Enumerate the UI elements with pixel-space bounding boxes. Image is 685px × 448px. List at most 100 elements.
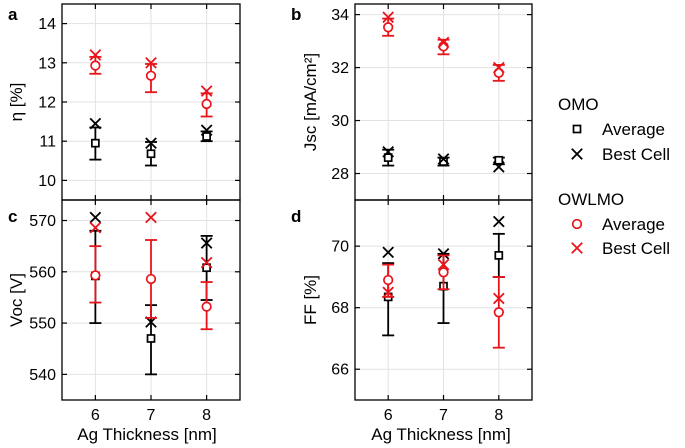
y-axis-title: Voc [V] xyxy=(7,273,26,327)
y-tick-label: 570 xyxy=(29,213,56,230)
legend-marker-x xyxy=(571,242,583,254)
x-marker-stroke xyxy=(492,292,505,305)
data-point xyxy=(145,211,157,224)
legend-marker-circle xyxy=(571,218,583,230)
panel-label: b xyxy=(291,5,301,24)
series-owlmo-best-cell xyxy=(89,211,213,269)
data-point xyxy=(145,70,157,81)
x-marker-stroke xyxy=(382,11,395,24)
data-point xyxy=(201,98,212,110)
x-marker-stroke xyxy=(89,211,102,224)
panel-c: 540 550 560 570 6 7 8 Voc [V] c xyxy=(7,199,241,424)
data-point xyxy=(146,334,156,343)
x-marker-stroke xyxy=(200,237,213,249)
data-point xyxy=(382,145,395,158)
x-marker-stroke xyxy=(382,145,395,158)
data-point xyxy=(202,132,211,141)
x-marker-stroke xyxy=(437,36,450,49)
panel-label: d xyxy=(291,207,301,226)
series-omo-best-cell xyxy=(89,117,213,149)
data-point xyxy=(437,153,450,165)
y-tick-label: 560 xyxy=(29,264,56,281)
x-marker-stroke xyxy=(437,248,450,260)
y-tick-label: 14 xyxy=(38,16,56,33)
y-tick-label: 13 xyxy=(38,55,56,72)
panel-d: 66 68 70 6 7 8 FF [%] d xyxy=(291,199,533,424)
series-owlmo-average xyxy=(89,56,213,118)
x-marker-stroke xyxy=(145,137,157,149)
data-point xyxy=(494,155,504,165)
x-marker-stroke xyxy=(437,258,450,271)
x-axis-title-right: Ag Thickness [nm] xyxy=(371,425,511,444)
legend-omo-best-label: Best Cell xyxy=(602,145,670,164)
x-tick-label: 8 xyxy=(494,407,503,424)
data-point xyxy=(146,149,156,159)
x-marker-stroke xyxy=(145,211,157,224)
data-point xyxy=(437,258,450,271)
data-point xyxy=(492,215,505,228)
data-point xyxy=(89,49,102,61)
legend: OMO Average Best Cell OWLMO Average Best… xyxy=(558,95,670,258)
data-point xyxy=(200,124,213,137)
data-point xyxy=(492,292,505,305)
x-marker-stroke xyxy=(89,117,102,130)
y-axis-title: FF [%] xyxy=(301,275,320,325)
x-marker-stroke xyxy=(200,85,213,97)
legend-group-omo-title: OMO xyxy=(558,95,599,114)
y-tick-label: 68 xyxy=(331,300,349,317)
panel-label: c xyxy=(8,207,17,226)
x-marker-stroke xyxy=(492,61,505,74)
x-marker-stroke xyxy=(571,242,583,254)
x-marker-stroke xyxy=(382,246,395,259)
y-tick-label: 540 xyxy=(29,367,56,384)
panel-b: 28 30 32 34 Jsc [mA/cm²] b xyxy=(291,3,533,201)
series-owlmo-best-cell xyxy=(382,11,505,74)
x-marker-stroke xyxy=(145,56,157,69)
data-point xyxy=(437,36,450,49)
data-point xyxy=(89,117,102,130)
x-tick-label: 8 xyxy=(202,407,211,424)
series-omo-average xyxy=(89,126,213,167)
y-tick-label: 30 xyxy=(331,113,349,130)
data-point xyxy=(494,251,504,260)
y-tick-label: 11 xyxy=(39,134,56,151)
legend-owlmo-average-label: Average xyxy=(602,215,665,234)
panel-label: a xyxy=(8,5,18,24)
data-point xyxy=(200,237,213,249)
data-point xyxy=(89,211,102,224)
y-tick-label: 12 xyxy=(38,95,56,112)
panel-a: 10 11 12 13 14 η [%] a xyxy=(7,3,241,201)
data-point xyxy=(200,256,213,269)
data-point xyxy=(145,137,157,149)
data-point xyxy=(493,307,504,318)
x-marker-stroke xyxy=(200,124,213,137)
data-point xyxy=(145,273,157,285)
data-point xyxy=(202,263,211,273)
data-point xyxy=(382,246,395,259)
x-marker-stroke xyxy=(89,221,102,234)
data-point xyxy=(383,153,393,162)
x-tick-label: 7 xyxy=(147,407,156,424)
x-marker-stroke xyxy=(571,148,583,160)
y-tick-label: 70 xyxy=(331,239,349,256)
data-point xyxy=(437,248,450,260)
legend-marker-x xyxy=(571,148,583,160)
x-marker-stroke xyxy=(200,256,213,269)
legend-owlmo-best-label: Best Cell xyxy=(602,239,670,258)
data-point xyxy=(200,85,213,97)
x-marker-stroke xyxy=(492,215,505,228)
data-point xyxy=(201,301,212,312)
x-axis-title-left: Ag Thickness [nm] xyxy=(77,425,217,444)
x-tick-label: 6 xyxy=(91,407,100,424)
y-tick-label: 66 xyxy=(331,362,349,379)
x-tick-label: 6 xyxy=(384,407,393,424)
y-tick-label: 34 xyxy=(331,7,349,24)
data-point xyxy=(91,138,100,148)
x-tick-label: 7 xyxy=(439,407,448,424)
x-marker-stroke xyxy=(89,49,102,61)
data-point xyxy=(89,221,102,234)
y-tick-label: 10 xyxy=(38,173,56,190)
chart-panels: 10 11 12 13 14 η [%] a 28 30 32 34 Jsc [mA/cm²] b 540… xyxy=(7,3,533,424)
y-axis-title: η [%] xyxy=(7,83,26,122)
